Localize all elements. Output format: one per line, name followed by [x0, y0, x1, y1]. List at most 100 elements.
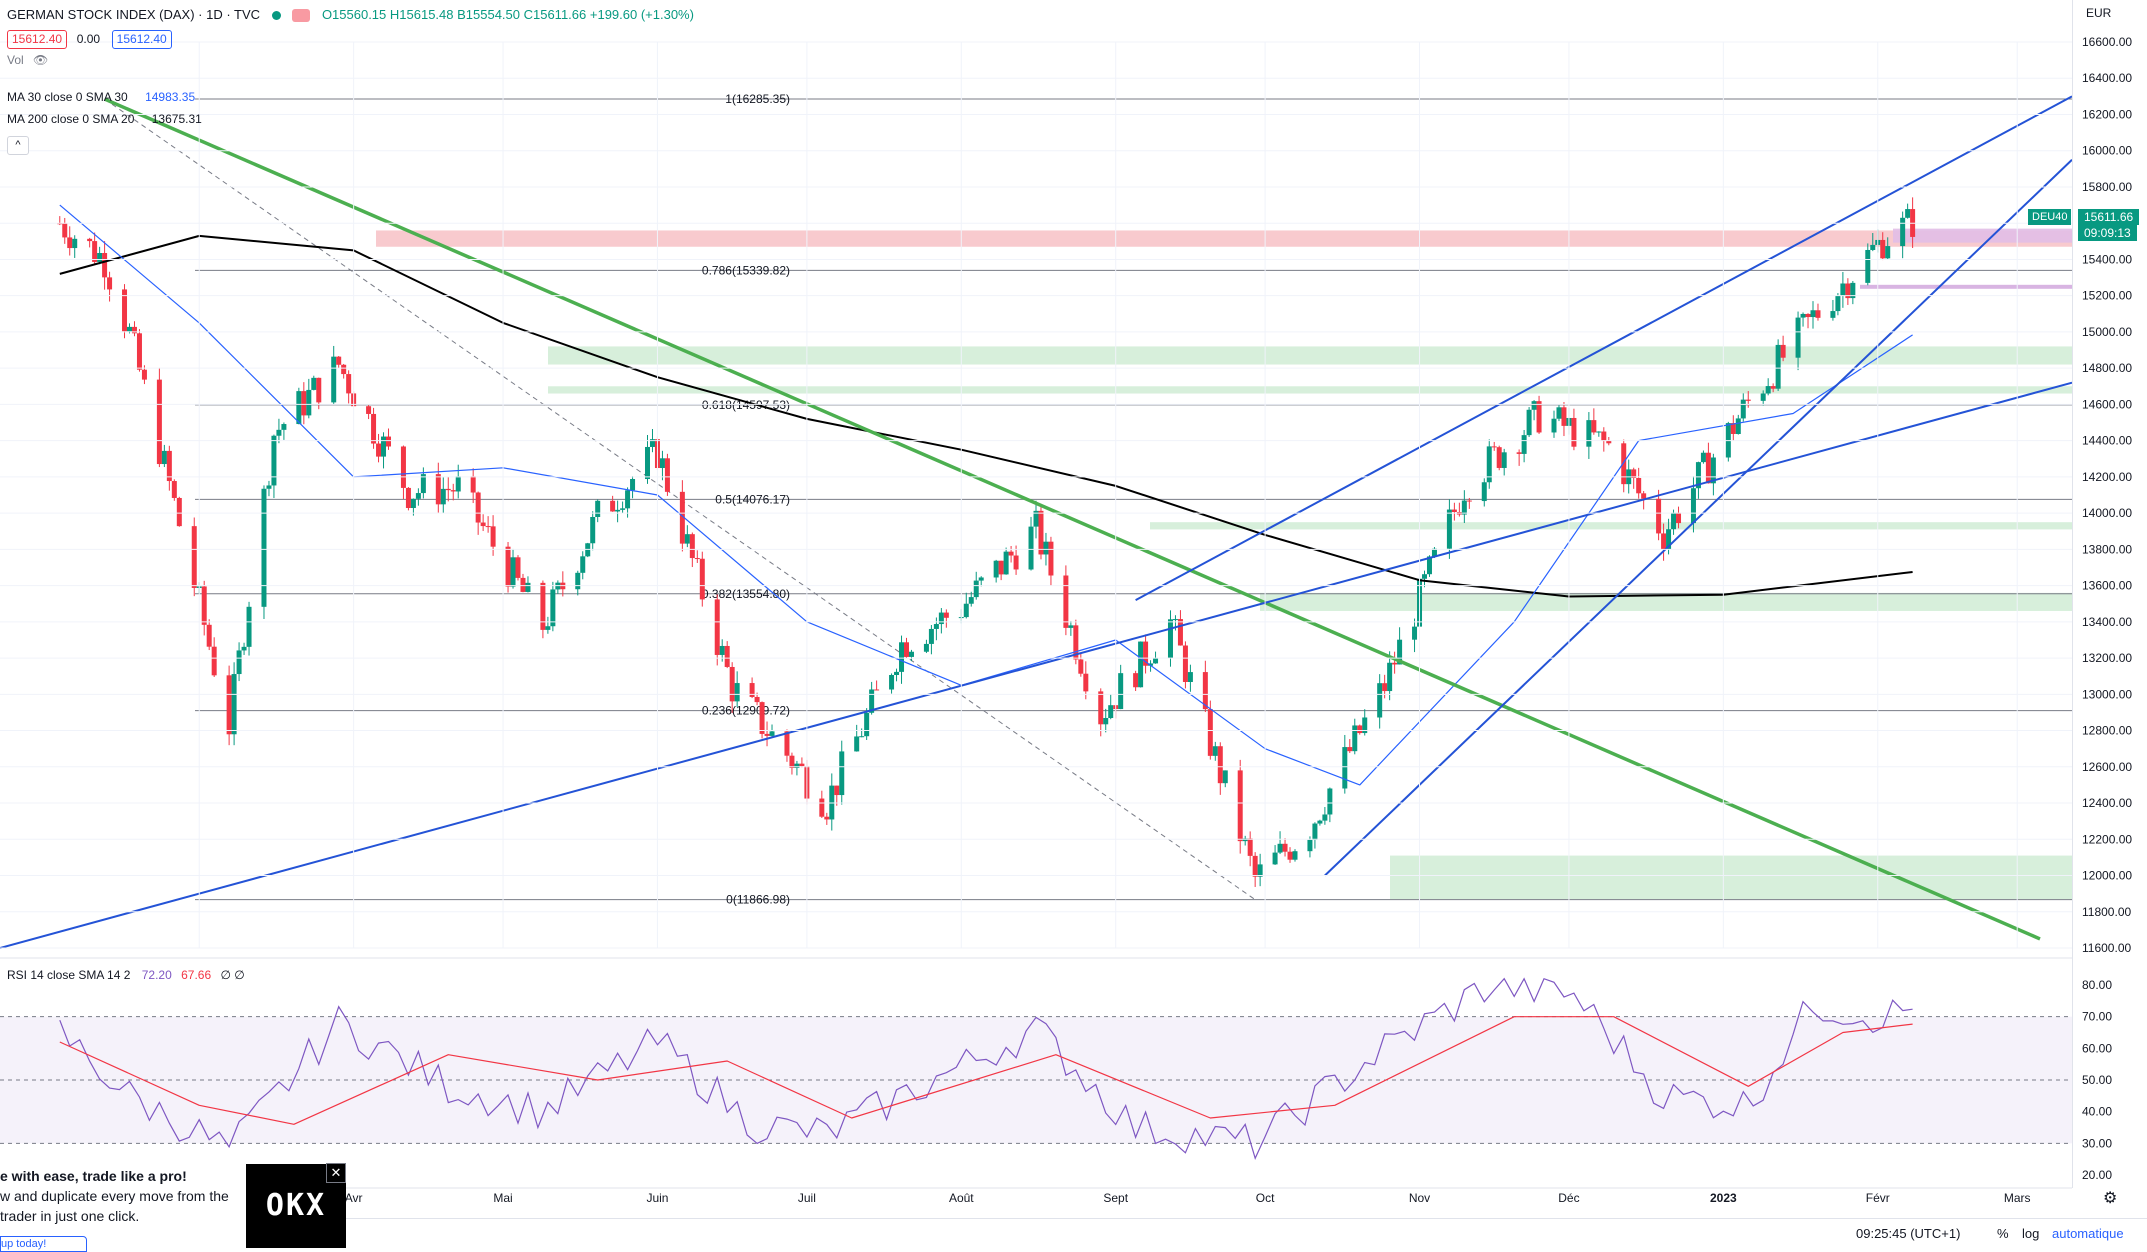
rsi-label: RSI 14 close SMA 14 2	[7, 968, 131, 982]
candle-body	[1601, 431, 1607, 441]
price-tick-label: 14600.00	[2082, 397, 2132, 411]
candle-body	[266, 485, 272, 489]
price-tick-label: 13600.00	[2082, 579, 2132, 593]
fib-label: 0.5(14076.17)	[715, 492, 790, 506]
currency-label[interactable]: EUR	[2086, 6, 2112, 20]
candle-body	[166, 450, 172, 482]
price-tick-label: 15200.00	[2082, 289, 2132, 303]
candle-body	[1222, 770, 1228, 784]
ad-signup-button[interactable]: up today!	[0, 1236, 87, 1252]
candle-body	[520, 577, 526, 592]
candle-body	[1352, 725, 1358, 752]
candle-body	[1885, 246, 1891, 259]
candle-body	[689, 534, 695, 559]
clock-readout[interactable]: 09:25:45 (UTC+1)	[1856, 1226, 1961, 1241]
candle-body	[749, 683, 755, 697]
candle-body	[1138, 641, 1144, 688]
ma30-legend[interactable]: MA 30 close 0 SMA 30 14983.35	[7, 90, 195, 104]
candle-body	[928, 628, 934, 644]
candle-body	[799, 763, 805, 767]
okx-logo[interactable]: OKX	[246, 1164, 346, 1248]
time-tick-label: Juil	[798, 1191, 816, 1205]
candle-body	[764, 733, 770, 736]
candle-body	[1815, 310, 1821, 318]
candle-body	[938, 612, 944, 625]
candle-body	[276, 429, 282, 436]
candle-body	[1292, 851, 1298, 860]
candle-body	[575, 572, 581, 590]
candle-body	[794, 763, 800, 768]
green-downtrend-line	[103, 97, 2041, 941]
auto-scale-toggle[interactable]: automatique	[2052, 1226, 2124, 1241]
candle-body	[1451, 509, 1457, 512]
candle-body	[191, 526, 197, 588]
candle-body	[136, 333, 142, 370]
candle-body	[1606, 440, 1612, 444]
zone-purple	[1893, 228, 2073, 243]
time-tick-label: Mars	[2004, 1191, 2031, 1205]
candle-body	[301, 391, 307, 416]
rsi-legend[interactable]: RSI 14 close SMA 14 2 72.20 67.66 ∅ ∅	[7, 968, 245, 982]
price-tick-label: 12200.00	[2082, 832, 2132, 846]
volume-label: Vol	[7, 53, 24, 67]
bid-price[interactable]: 15612.40	[7, 30, 68, 49]
eye-hidden-icon[interactable]: 👁	[33, 53, 49, 67]
candle-body	[475, 492, 481, 523]
fibonacci-layer: 1(16285.35)0.786(15339.82)0.618(14597.53…	[104, 92, 2072, 907]
candle-body	[102, 253, 108, 278]
flag-icon[interactable]	[292, 9, 311, 23]
candle-body	[505, 546, 511, 587]
candle-body	[1362, 717, 1368, 734]
candle-body	[908, 651, 914, 657]
candle-body	[973, 580, 979, 598]
zone-5	[1390, 855, 2072, 900]
candle-body	[72, 238, 78, 249]
ad-banner: e with ease, trade like a pro! w and dup…	[0, 1160, 346, 1252]
candle-body	[1108, 705, 1114, 719]
ad-close-button[interactable]: ✕	[326, 1163, 346, 1183]
candle-body	[874, 689, 880, 691]
candle-body	[311, 377, 317, 390]
candle-body	[271, 435, 277, 486]
collapse-legend-button[interactable]: ^	[7, 136, 29, 155]
candle-body	[1526, 409, 1532, 436]
candle-body	[1397, 639, 1403, 665]
time-tick-label: Nov	[1409, 1191, 1430, 1205]
candle-body	[1098, 691, 1104, 725]
percent-toggle[interactable]: %	[1997, 1226, 2009, 1241]
candle-body	[829, 785, 835, 820]
candle-body	[1237, 770, 1243, 842]
candle-body	[1865, 249, 1871, 283]
rsi-sma-line	[59, 1016, 1913, 1125]
ma200-legend[interactable]: MA 200 close 0 SMA 20 13675.31	[7, 112, 202, 126]
candles-layer	[57, 197, 1916, 887]
price-tick-label: 12000.00	[2082, 869, 2132, 883]
candle-body	[122, 289, 128, 332]
price-scale[interactable]	[2072, 0, 2147, 1188]
candle-body	[1212, 746, 1218, 756]
candle-body	[769, 731, 775, 736]
candle-body	[296, 391, 302, 425]
symbol-title[interactable]: GERMAN STOCK INDEX (DAX) · 1D · TVC	[7, 7, 261, 22]
candle-body	[590, 516, 596, 544]
rsi-extra: ∅ ∅	[220, 968, 245, 982]
price-tick-label: 14800.00	[2082, 361, 2132, 375]
candle-body	[1167, 619, 1173, 658]
candle-body	[1710, 457, 1716, 484]
candle-body	[1561, 407, 1567, 426]
time-tick-label: Sept	[1103, 1191, 1128, 1205]
candle-body	[1621, 443, 1627, 485]
candle-body	[610, 500, 616, 512]
candle-body	[625, 490, 631, 509]
ma200-line	[59, 234, 1913, 598]
candle-body	[1073, 625, 1079, 660]
ask-price[interactable]: 15612.40	[111, 30, 172, 49]
candle-body	[127, 326, 132, 332]
gear-icon[interactable]: ⚙	[2103, 1190, 2118, 1207]
candle-body	[1317, 820, 1323, 824]
price-tick-label: 13200.00	[2082, 651, 2132, 665]
candle-body	[336, 356, 342, 365]
candle-body	[943, 612, 949, 618]
log-toggle[interactable]: log	[2022, 1226, 2040, 1241]
